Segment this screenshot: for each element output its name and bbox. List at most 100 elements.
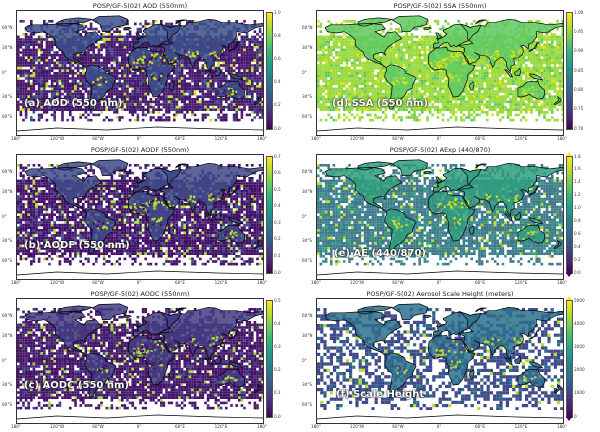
- colorbar-tick-label: 0.80: [574, 86, 584, 92]
- lat-tick-label: 30°S: [302, 382, 313, 387]
- lon-tick-label: 0°: [436, 280, 442, 285]
- map-canvas: [17, 15, 263, 135]
- colorbar: [266, 156, 273, 274]
- coastlines: [324, 159, 563, 254]
- colorbar-tick-label: 0.2: [274, 102, 281, 108]
- lat-tick-label: 30°S: [2, 238, 13, 243]
- lat-tick-label: 30°N: [2, 189, 13, 194]
- lon-tick-label: 180°: [556, 136, 568, 141]
- lat-tick-label: 60°N: [2, 25, 13, 30]
- map-canvas: [317, 303, 563, 423]
- colorbar-tick-label: 1.8: [574, 153, 581, 159]
- lon-tick-label: 120°E: [214, 424, 228, 429]
- colorbar: [566, 156, 573, 274]
- lon-tick-label: 60°W: [392, 280, 404, 285]
- lon-tick-label: 120°E: [514, 424, 528, 429]
- lat-tick-label: 60°N: [302, 169, 313, 174]
- lat-tick-label: 30°S: [2, 382, 13, 387]
- lon-tick-label: 120°W: [49, 424, 65, 429]
- lon-tick-label: 180°: [256, 280, 268, 285]
- lat-tick-label: 30°N: [2, 45, 13, 50]
- panel-title: POSP/GF-5(02) AODF (550nm): [90, 146, 190, 154]
- colorbar-tick-label: 0: [574, 413, 577, 419]
- colorbar-tick-label: 0.75: [574, 106, 584, 112]
- panel-label: (a) AOD (550 nm): [24, 98, 123, 109]
- colorbar-tick-label: 0.0: [274, 269, 281, 275]
- panel-aod: POSP/GF-5(02) AOD (550nm) 60°N 30°N 0° 30°S 6…: [0, 0, 300, 144]
- antarctica-coastline: [17, 270, 263, 276]
- colorbar-tick-label: 1.2: [574, 192, 581, 198]
- world-map: [16, 154, 264, 280]
- colorbar-tick-label: 1.6: [574, 166, 581, 172]
- colorbar-tick-label: 0.4: [574, 243, 581, 249]
- lat-tick-label: 0°: [2, 358, 7, 363]
- lon-tick-label: 120°W: [349, 136, 365, 141]
- lon-tick-label: 120°E: [214, 280, 228, 285]
- coastlines: [24, 15, 263, 110]
- lon-tick-label: 180°: [556, 424, 568, 429]
- colorbar-tick-label: 0.85: [574, 67, 584, 73]
- lon-tick-label: 180°: [10, 136, 22, 141]
- lon-tick-label: 180°: [310, 424, 322, 429]
- lat-tick-label: 60°N: [2, 169, 13, 174]
- lon-tick-label: 180°: [310, 136, 322, 141]
- colorbar-tick-label: 0.4: [274, 320, 281, 326]
- lon-tick-label: 60°W: [92, 424, 104, 429]
- colorbar-tick-label: 0.1: [274, 252, 281, 258]
- colorbar-tick-label: 0.95: [574, 28, 584, 34]
- lat-tick-label: 30°N: [302, 189, 313, 194]
- panel-label: (d) SSA (550 nm): [332, 98, 428, 109]
- colorbar-tick-label: 0.90: [574, 48, 584, 54]
- lon-tick-label: 60°W: [392, 424, 404, 429]
- panel-title: POSP/GF-5(02) SSA (550nm): [393, 2, 487, 10]
- antarctic-no-data: [17, 266, 263, 279]
- antarctic-no-data: [317, 410, 563, 423]
- colorbar-tick-label: 5000: [574, 297, 585, 303]
- colorbar-tick-label: 0.2: [274, 367, 281, 373]
- lat-tick-label: 30°S: [302, 238, 313, 243]
- colorbar-tick-label: 3000: [574, 343, 585, 349]
- world-map: [316, 154, 564, 280]
- lon-tick-label: 0°: [136, 280, 142, 285]
- lat-tick-label: 30°N: [302, 45, 313, 50]
- lat-tick-label: 0°: [2, 70, 7, 75]
- colorbar-tick-label: 0.4: [274, 203, 281, 209]
- lat-tick-label: 0°: [302, 358, 307, 363]
- panel-label: (b) AODF (550 nm): [24, 240, 130, 251]
- colorbar-tick-label: 0.0: [274, 125, 281, 131]
- antarctica-coastline: [317, 414, 563, 420]
- panel-ssa: POSP/GF-5(02) SSA (550nm) 60°N 30°N 0° 30°S 6…: [300, 0, 600, 144]
- antarctic-no-data: [317, 266, 563, 279]
- colorbar-tick-label: 0.6: [274, 55, 281, 61]
- colorbar-tick-label: 4000: [574, 320, 585, 326]
- panel-title: POSP/GF-5(02) AExp (440/870): [389, 146, 491, 154]
- antarctica-coastline: [17, 414, 263, 420]
- coastlines: [24, 159, 263, 254]
- antarctic-no-data: [17, 410, 263, 423]
- land-retrieval-pixels: [93, 192, 238, 240]
- lon-tick-label: 0°: [436, 424, 442, 429]
- lon-tick-label: 120°W: [349, 424, 365, 429]
- world-map: [316, 298, 564, 424]
- lon-tick-label: 180°: [10, 424, 22, 429]
- colorbar: [566, 300, 573, 418]
- lat-tick-label: 60°S: [302, 114, 313, 119]
- colorbar-tick-label: 0.6: [574, 230, 581, 236]
- colorbar: [266, 300, 273, 418]
- lon-tick-label: 120°E: [514, 136, 528, 141]
- world-map: [16, 298, 264, 424]
- colorbar: [266, 12, 273, 130]
- colorbar-tick-label: 1.0: [274, 9, 281, 15]
- antarctic-no-data: [317, 122, 563, 135]
- colorbar-tick-label: 0.8: [274, 32, 281, 38]
- lat-tick-label: 60°N: [2, 313, 13, 318]
- lat-tick-label: 60°S: [302, 258, 313, 263]
- panel-label: (c) AODC (550 nm): [24, 380, 129, 391]
- lon-tick-label: 0°: [136, 136, 142, 141]
- colorbar-tick-label: 0.5: [274, 297, 281, 303]
- antarctic-no-data: [17, 122, 263, 135]
- land-mass: [325, 15, 563, 110]
- colorbar-tick-label: 0.4: [274, 79, 281, 85]
- lon-tick-label: 120°W: [349, 280, 365, 285]
- lat-tick-label: 30°S: [302, 94, 313, 99]
